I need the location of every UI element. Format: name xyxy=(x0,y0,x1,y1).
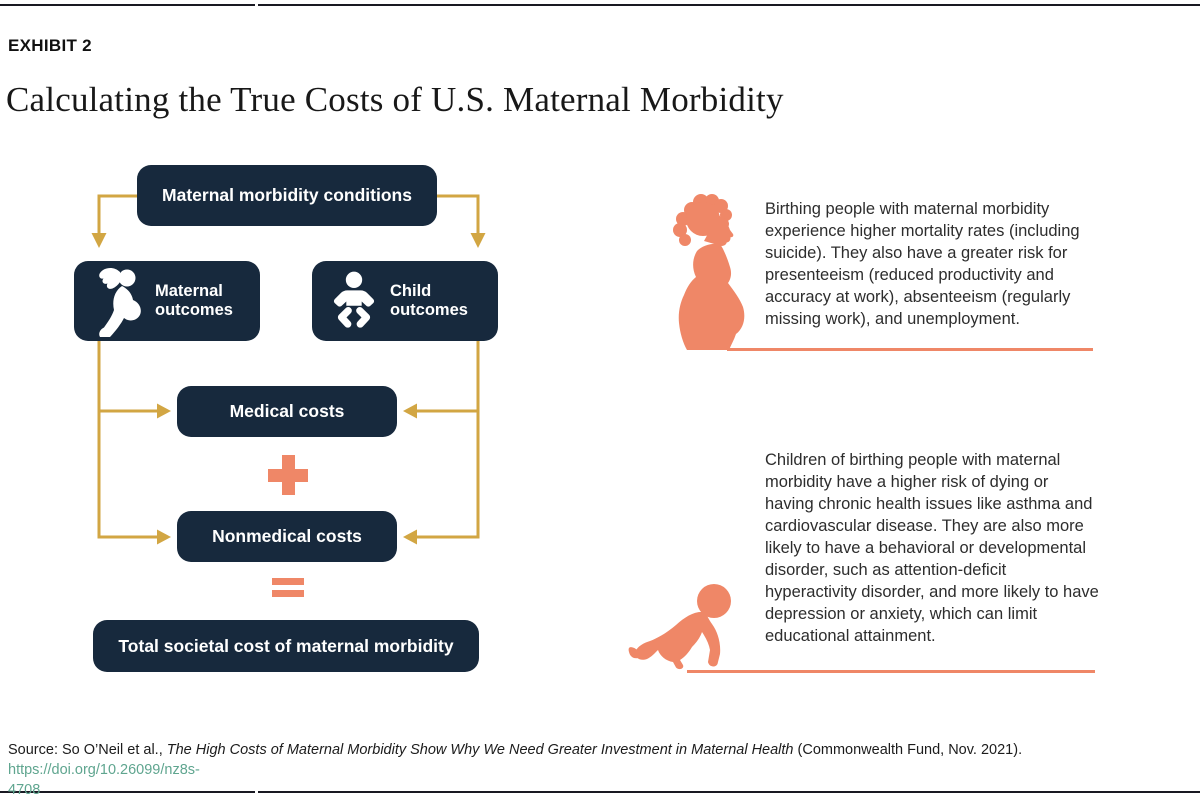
source-publisher-note: (Commonwealth Fund, Nov. 2021). xyxy=(793,742,1023,758)
source-note: Source: So O’Neil et al., The High Costs… xyxy=(8,740,1196,798)
bottom-rule-right xyxy=(258,791,1200,793)
maternal-callout-text: Birthing people with maternal morbidity … xyxy=(765,200,1080,328)
bottom-rule-left xyxy=(0,791,255,793)
connector-top-to-maternal xyxy=(97,194,137,233)
pregnant-woman-silhouette xyxy=(673,194,745,350)
medical-costs-label: Medical costs xyxy=(229,401,345,421)
baby-icon xyxy=(333,271,375,328)
maternal-callout-underline xyxy=(727,348,1093,351)
maternal-morbidity-conditions-label: Maternal morbidity conditions xyxy=(162,185,412,205)
nonmedical-costs-label: Nonmedical costs xyxy=(212,526,362,546)
doi-link[interactable]: https://doi.org/10.26099/nz8s- 4708 xyxy=(8,762,200,798)
plus-icon xyxy=(268,455,308,495)
child-outcomes-label: Child outcomes xyxy=(390,281,468,320)
top-rule-right xyxy=(258,4,1200,6)
equals-icon xyxy=(272,578,304,597)
page-title: Calculating the True Costs of U.S. Mater… xyxy=(6,80,784,119)
top-rule-left xyxy=(0,4,255,6)
doi-link-line2[interactable]: 4708 xyxy=(8,782,41,798)
medical-costs-box: Medical costs xyxy=(177,386,397,437)
maternal-outcomes-box: Maternal outcomes xyxy=(74,261,260,341)
arrowhead-nonmedical-left xyxy=(157,529,171,545)
connector-top-to-child xyxy=(436,194,480,233)
arrowhead-down-left xyxy=(91,233,107,248)
arrowhead-nonmedical-right xyxy=(403,529,417,545)
connector-maternal-down xyxy=(97,341,157,539)
maternal-morbidity-conditions-box: Maternal morbidity conditions xyxy=(137,165,437,226)
arrowhead-medical-left xyxy=(157,403,171,419)
arrowhead-down-right xyxy=(470,233,486,248)
arrowhead-medical-right xyxy=(403,403,417,419)
doi-link-line1[interactable]: https://doi.org/10.26099/nz8s- xyxy=(8,762,200,778)
pregnant-woman-icon xyxy=(99,267,141,337)
exhibit-label: EXHIBIT 2 xyxy=(8,36,92,55)
maternal-outcomes-label: Maternal outcomes xyxy=(155,281,233,320)
total-societal-cost-label: Total societal cost of maternal morbidit… xyxy=(118,635,454,656)
source-prefix: Source: So O’Neil et al., xyxy=(8,742,167,758)
nonmedical-costs-box: Nonmedical costs xyxy=(177,511,397,562)
crawling-baby-silhouette xyxy=(628,584,731,670)
connector-child-down xyxy=(417,341,480,539)
child-outcomes-box: Child outcomes xyxy=(312,261,498,341)
total-societal-cost-box: Total societal cost of maternal morbidit… xyxy=(93,620,479,672)
source-citation-title: The High Costs of Maternal Morbidity Sho… xyxy=(166,742,794,758)
child-callout-underline xyxy=(687,670,1095,673)
child-callout-text: Children of birthing people with materna… xyxy=(765,451,1099,645)
